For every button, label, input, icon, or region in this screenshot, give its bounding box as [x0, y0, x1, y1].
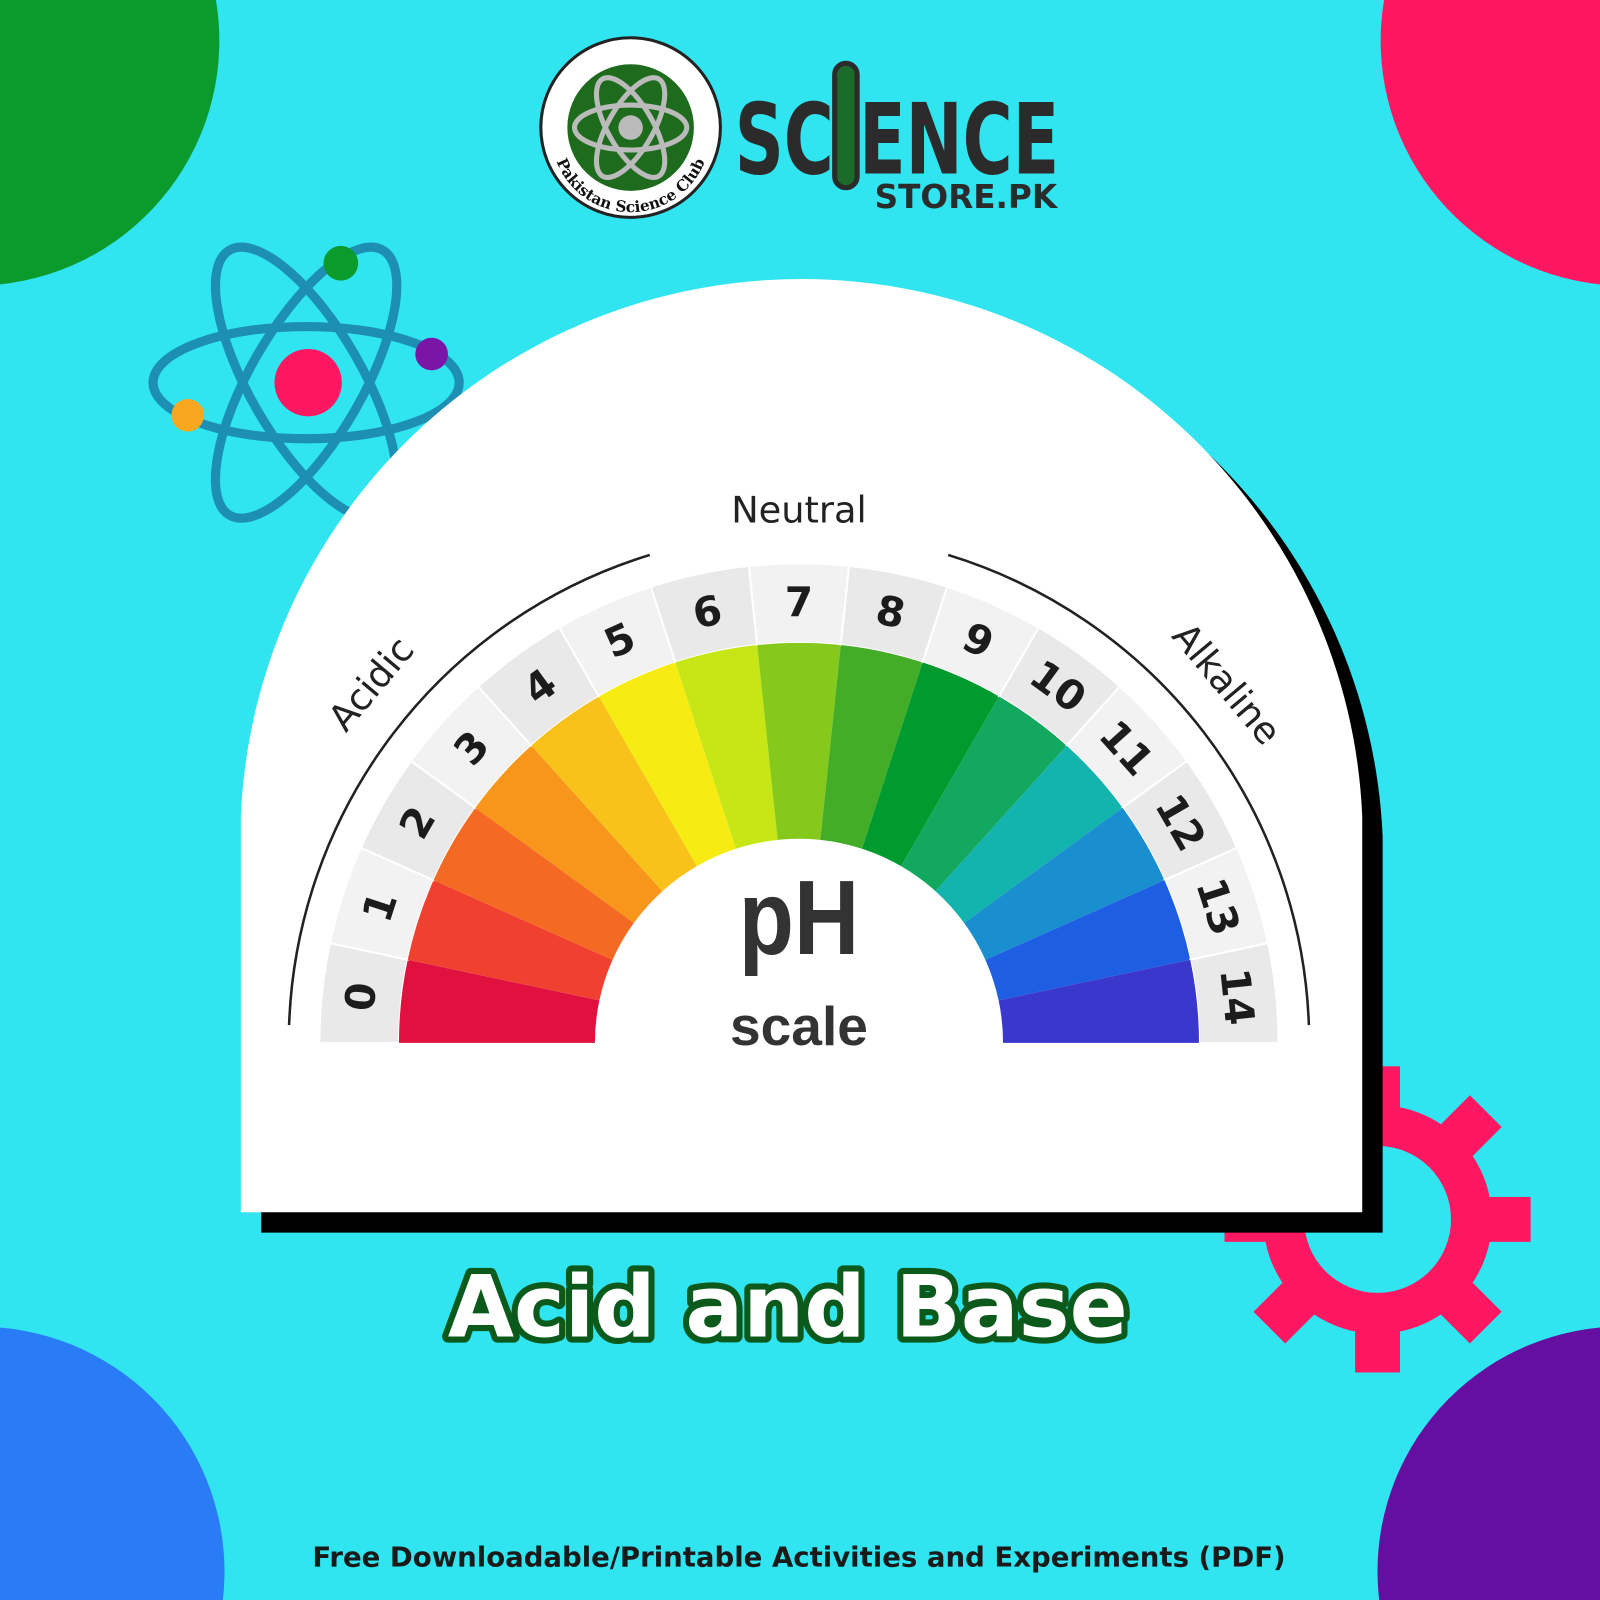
range-bracket: [287, 553, 651, 1026]
ph-subtitle: scale: [730, 995, 868, 1057]
ph-segment-2: [433, 807, 634, 960]
atom-icon: [148, 242, 464, 523]
ph-value-14: 14: [1210, 966, 1264, 1027]
ph-segment-9: [862, 662, 999, 867]
page-title: Acid and Base: [448, 1258, 1128, 1358]
ph-segment-11: [935, 745, 1123, 923]
ph-value-7: 7: [785, 578, 813, 626]
ph-segment-5: [598, 662, 736, 867]
corner-circle-purple: [1377, 1327, 1600, 1600]
ph-segment-0: [398, 959, 600, 1043]
ph-segment-10: [901, 696, 1067, 892]
corner-circle-red: [1380, 0, 1600, 285]
ph-segment-3: [475, 745, 663, 923]
ph-segment-7: [757, 642, 841, 840]
ph-segment-14: [998, 959, 1199, 1043]
ph-title: pH: [739, 859, 859, 977]
ph-segment-12: [964, 807, 1165, 960]
test-tube-icon: [832, 60, 860, 191]
pakistan-science-club-logo: Pakistan Science Club: [539, 36, 722, 219]
corner-circle-blue: [0, 1327, 225, 1600]
ph-segment-8: [820, 645, 923, 849]
science-store-logo: SCIENCE STORE.PK: [735, 60, 1059, 216]
ph-segment-1: [407, 880, 613, 1001]
ph-segment-6: [675, 645, 778, 849]
ph-segment-13: [985, 880, 1191, 1001]
brand-main: SCIENCE: [735, 83, 1059, 197]
range-label-neutral: Neutral: [731, 488, 867, 531]
footer-text: Free Downloadable/Printable Activities a…: [312, 1541, 1285, 1573]
ph-value-0: 0: [336, 980, 387, 1013]
corner-circle-green: [0, 0, 220, 285]
ph-segment-4: [531, 696, 697, 892]
brand-sub: STORE.PK: [875, 178, 1059, 216]
range-bracket: [947, 553, 1311, 1026]
